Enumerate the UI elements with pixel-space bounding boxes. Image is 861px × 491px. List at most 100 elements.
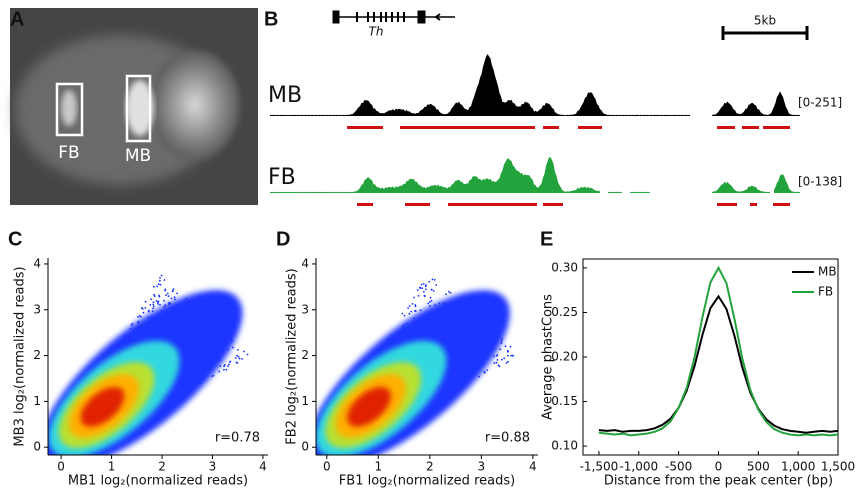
x-axis-label: FB1 log₂(normalized reads) xyxy=(339,474,515,489)
density-dot xyxy=(144,300,147,303)
y-tick-label: 0 xyxy=(301,440,309,454)
y-tick-label: 0.10 xyxy=(551,439,578,453)
plot-frame xyxy=(582,258,839,456)
x-tick-label: 2 xyxy=(158,460,166,474)
y-tick-label: 2 xyxy=(33,348,41,362)
density-dot xyxy=(211,375,214,378)
density-dot xyxy=(164,289,167,292)
density-dot xyxy=(423,291,425,293)
panel-label: A xyxy=(10,8,24,30)
x-tick-label: 500 xyxy=(747,460,770,474)
region-label: FB xyxy=(58,143,79,163)
density-dot xyxy=(152,307,155,310)
density-dot xyxy=(511,354,514,357)
density-dot xyxy=(503,357,506,360)
x-tick-label: 3 xyxy=(478,460,486,474)
track-label: FB xyxy=(268,165,296,190)
x-tick-label: 2 xyxy=(426,460,434,474)
peak-call xyxy=(717,203,737,206)
density-dot xyxy=(416,289,419,291)
annotation: r=0.88 xyxy=(485,431,530,446)
peak-call xyxy=(742,126,759,129)
density-dot xyxy=(401,312,404,315)
peak-call xyxy=(578,126,602,129)
photo xyxy=(10,8,258,205)
panel-label: D xyxy=(276,228,290,250)
x-axis-label: MB1 log₂(normalized reads) xyxy=(68,474,248,489)
y-tick-label: 3 xyxy=(301,302,309,316)
density-dot xyxy=(176,292,179,295)
density-dot xyxy=(507,360,509,363)
density-dot xyxy=(238,357,241,360)
density-dot xyxy=(507,354,509,357)
density-dot xyxy=(419,309,422,312)
density-dot xyxy=(495,361,498,364)
signal xyxy=(270,157,848,193)
density-dot xyxy=(158,294,161,297)
density-dot xyxy=(435,284,438,286)
legend-label: FB xyxy=(818,285,833,299)
density-dot xyxy=(484,371,486,374)
y-tick-label: 1 xyxy=(33,394,41,408)
density-dot xyxy=(449,292,452,294)
density-dot xyxy=(153,295,156,298)
density-dot xyxy=(157,300,160,303)
density-dot xyxy=(428,280,431,283)
density-dot xyxy=(138,315,141,317)
density-dot xyxy=(153,293,155,296)
density-dot xyxy=(165,294,167,296)
density-dot xyxy=(448,290,450,293)
density-dot xyxy=(152,301,155,304)
annotation: r=0.78 xyxy=(215,431,260,446)
density-dot xyxy=(413,296,415,299)
legend-label: MB xyxy=(818,265,837,279)
density-dot xyxy=(497,364,500,367)
density-level xyxy=(80,387,125,427)
density-dot xyxy=(496,354,499,357)
density-dot xyxy=(227,365,230,367)
x-tick-label: 3 xyxy=(209,460,217,474)
density-dot xyxy=(445,293,447,296)
track-range: [0-138] xyxy=(798,175,842,189)
gap xyxy=(770,190,774,195)
density-dot xyxy=(246,353,249,356)
density-dot xyxy=(408,312,411,315)
density-dot xyxy=(174,298,176,301)
density-dot xyxy=(218,370,221,373)
peak-call xyxy=(448,203,537,206)
density-dot xyxy=(163,299,165,302)
panel-label: C xyxy=(8,228,22,250)
density-dot xyxy=(167,295,170,298)
density-dot xyxy=(223,368,225,371)
track-label: MB xyxy=(268,83,302,108)
peak-call xyxy=(763,126,790,129)
density xyxy=(48,274,249,455)
gap xyxy=(800,190,848,195)
density-dot xyxy=(408,305,411,307)
density-dot xyxy=(153,305,155,308)
gap xyxy=(600,190,608,195)
region-label: MB xyxy=(125,146,151,166)
density-dot xyxy=(172,288,175,291)
density-dot xyxy=(171,290,174,293)
density-dot xyxy=(430,288,433,291)
gene-label: Th xyxy=(369,25,384,39)
density-dot xyxy=(155,300,158,302)
density-dot xyxy=(236,354,238,357)
y-tick-label: 3 xyxy=(33,302,41,316)
y-tick-label: 0.30 xyxy=(551,260,578,274)
x-tick-label: 4 xyxy=(529,460,537,474)
y-tick-label: 0.25 xyxy=(551,305,578,319)
density-dot xyxy=(140,315,142,318)
density-dot xyxy=(403,314,406,317)
density-dot xyxy=(147,310,150,313)
x-tick-label: 0 xyxy=(715,460,723,474)
panel-label: E xyxy=(540,228,553,250)
density-dot xyxy=(421,287,424,290)
density-dot xyxy=(137,316,139,318)
x-tick-label: 4 xyxy=(259,460,267,474)
peak-call xyxy=(400,126,535,129)
density-dot xyxy=(149,304,152,306)
density-dot xyxy=(243,350,245,353)
gap xyxy=(800,113,848,118)
